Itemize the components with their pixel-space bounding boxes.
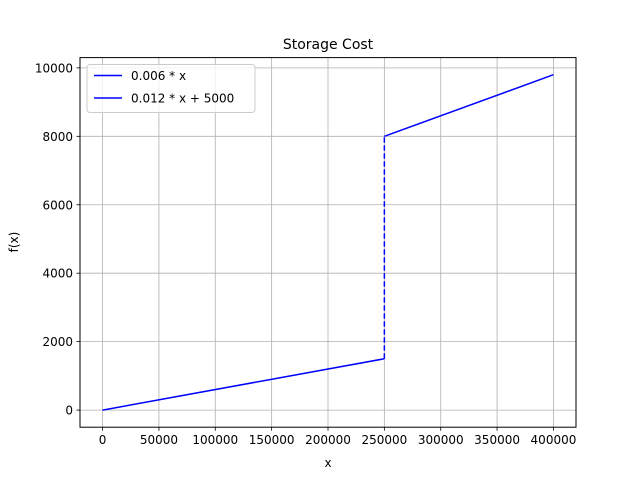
y-tick-label: 6000 xyxy=(42,198,73,212)
x-axis-ticks: 0 50000 100000 150000 200000 250000 300000 3500… xyxy=(99,427,577,447)
series-line-1 xyxy=(102,358,385,411)
series-line-2 xyxy=(384,74,554,138)
y-tick-label: 2000 xyxy=(42,335,73,349)
y-axis-ticks: 0 2000 4000 6000 8000 10000 xyxy=(35,61,80,418)
x-tick-label: 0 xyxy=(99,433,107,447)
y-axis-label: f(x) xyxy=(7,232,21,253)
y-tick-label: 10000 xyxy=(35,61,73,75)
chart-title: Storage Cost xyxy=(283,37,374,53)
x-tick-label: 250000 xyxy=(361,433,407,447)
x-axis-label: x xyxy=(324,456,331,470)
y-tick-label: 4000 xyxy=(42,267,73,281)
grid xyxy=(80,57,576,428)
x-tick-label: 400000 xyxy=(531,433,577,447)
y-tick-label: 0 xyxy=(65,404,73,418)
legend-label-series-1: 0.006 * x xyxy=(131,69,186,83)
x-tick-label: 50000 xyxy=(140,433,178,447)
y-tick-label: 8000 xyxy=(42,130,73,144)
x-tick-label: 200000 xyxy=(305,433,351,447)
legend: 0.006 * x 0.012 * x + 5000 xyxy=(86,64,256,113)
x-tick-label: 150000 xyxy=(249,433,295,447)
x-tick-label: 100000 xyxy=(192,433,238,447)
x-tick-label: 300000 xyxy=(418,433,464,447)
legend-label-series-2: 0.012 * x + 5000 xyxy=(131,92,234,106)
series-group xyxy=(102,74,554,411)
legend-box xyxy=(86,64,256,113)
x-tick-label: 350000 xyxy=(474,433,520,447)
